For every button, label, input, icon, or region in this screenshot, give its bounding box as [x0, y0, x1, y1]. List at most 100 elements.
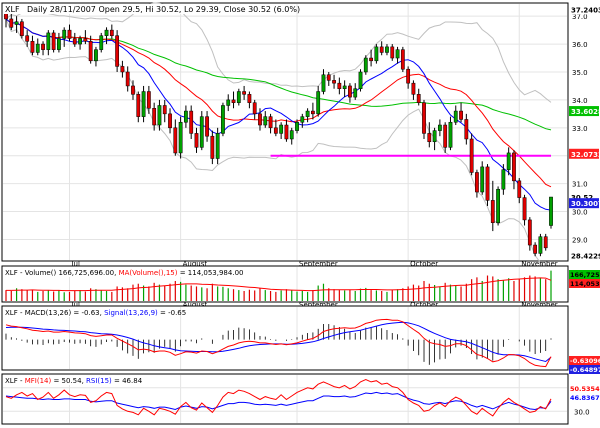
candle	[543, 233, 548, 251]
candle-body	[321, 74, 326, 92]
candle	[19, 18, 24, 39]
candle-body	[184, 110, 188, 123]
macd-badge-bg	[569, 365, 600, 374]
candle	[146, 85, 151, 114]
candle-body	[35, 43, 40, 53]
candle-body	[83, 38, 88, 42]
price-tick-label: 35.0	[572, 69, 588, 77]
candle	[178, 116, 183, 159]
macd-histogram	[5, 324, 552, 365]
month-label: August	[183, 260, 208, 268]
mfi-badge-label: 46.8367	[570, 394, 600, 402]
candle	[300, 113, 305, 128]
macd-badge: -0.630964	[569, 356, 600, 365]
ma-mid-line	[5, 18, 552, 188]
candle	[210, 130, 215, 165]
candle	[35, 38, 40, 56]
month-label: October	[410, 260, 438, 268]
candle-body	[94, 49, 98, 62]
candle-body	[437, 124, 442, 131]
candle	[385, 44, 389, 56]
macd-badge-label: -0.64897	[570, 366, 600, 374]
candle	[348, 83, 352, 103]
mfi-header: XLF - MFI(14) = 50.54, RSI(15) = 46.84	[3, 375, 143, 385]
candle	[41, 41, 45, 56]
volume-badges: 166,725,69114,053,98	[569, 270, 600, 288]
candle	[252, 99, 257, 120]
volume-header: XLF - Volume() 166,725,696.00, MA(Volume…	[5, 269, 243, 277]
volume-month-label: October	[410, 301, 438, 309]
price-moving-averages	[5, 18, 552, 211]
candle-body	[353, 88, 358, 98]
bollinger-upper-line	[5, 2, 552, 103]
candle	[506, 147, 511, 176]
candle-body	[210, 135, 215, 159]
macd-badge-label: -0.630964	[570, 357, 600, 365]
candle-body	[194, 133, 199, 148]
candle-body	[459, 110, 463, 120]
candle	[459, 102, 463, 123]
price-badge-bg	[569, 148, 599, 159]
candle-body	[332, 80, 336, 84]
candle	[247, 91, 252, 109]
price-tick-label: 36.0	[572, 41, 588, 49]
candle-body	[125, 71, 130, 87]
ma-fast-line	[5, 18, 552, 211]
candle	[109, 24, 114, 39]
candle	[9, 13, 14, 31]
price-header-text: Daily 28/11/2007 Open 29.5, Hi 30.52, Lo…	[27, 5, 300, 14]
candle-body	[226, 99, 231, 106]
candle-body	[104, 29, 109, 36]
price-badge-bg	[569, 192, 599, 203]
price-badge-label: 37.2403	[571, 6, 600, 14]
candle	[369, 49, 373, 67]
volume-badge-label: 166,725,69	[570, 271, 600, 279]
candle-body	[78, 38, 82, 45]
month-label: September	[299, 260, 338, 268]
candle-body	[247, 94, 252, 103]
candle-body	[136, 94, 141, 117]
candle-body	[348, 85, 352, 98]
candle-body	[517, 180, 522, 198]
price-tick-label: 34.0	[572, 97, 588, 105]
candle	[136, 91, 141, 123]
price-badge-bg	[569, 250, 599, 261]
macd-header: XLF - MACD(13,26) = -0.63, Signal(13,26,…	[3, 307, 186, 317]
candle-body	[427, 133, 432, 143]
volume-month-label: August	[183, 301, 208, 309]
price-month-labels: Jul August September October November	[70, 260, 557, 268]
candle	[305, 108, 310, 123]
candle-body	[221, 105, 225, 134]
candle	[115, 30, 120, 72]
candle-body	[14, 21, 19, 25]
candle	[226, 94, 231, 112]
volume-badge: 166,725,69	[569, 270, 600, 279]
candle	[258, 108, 262, 131]
candle	[284, 119, 289, 142]
candle-body	[316, 91, 321, 115]
price-panel: Jul August September October November 37.0 36…	[1, 2, 600, 272]
candle	[496, 186, 500, 226]
candle	[437, 119, 442, 137]
mfi-rsi-lines	[5, 378, 552, 417]
candle	[522, 194, 527, 226]
candle-body	[422, 102, 426, 134]
candle	[358, 69, 363, 92]
candle-body	[369, 57, 373, 62]
volume-header: XLF - Volume() 166,725,696.00, MA(Volume…	[3, 267, 265, 277]
candle-body	[326, 74, 331, 81]
candle	[168, 108, 172, 134]
candle-body	[549, 196, 553, 226]
price-header: XLF Daily 28/11/2007 Open 29.5, Hi 30.52…	[3, 4, 300, 14]
candle-body	[512, 152, 516, 182]
candle	[279, 122, 284, 139]
candle	[311, 102, 315, 120]
candle	[289, 127, 294, 145]
mfi-line	[5, 378, 552, 417]
candle	[432, 127, 437, 151]
candle	[533, 242, 538, 257]
mfi-badge-bg	[569, 393, 600, 402]
candle-body	[506, 152, 511, 170]
candle-body	[72, 38, 77, 45]
candle-body	[273, 127, 278, 134]
